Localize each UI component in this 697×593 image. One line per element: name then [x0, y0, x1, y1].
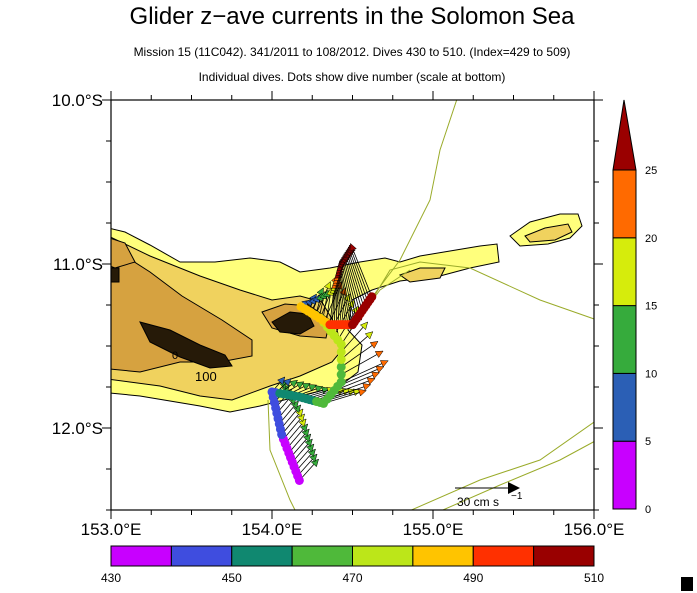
dive-colorbar-tick: 510 [584, 571, 604, 585]
depth-contour-label: 100 [195, 369, 217, 384]
current-vector-head [283, 378, 292, 387]
dive-colorbar-segment [170, 545, 233, 567]
current-vector-line [343, 253, 361, 314]
speed-colorbar-tick: 25 [645, 165, 657, 177]
dive-colorbar-tick: 430 [101, 571, 121, 585]
current-vector-head [362, 383, 372, 391]
current-vector-head [359, 321, 369, 331]
dive-colorbar-segment [472, 545, 535, 567]
x-tick-label: 154.0°E [242, 520, 303, 539]
current-vector-line [341, 360, 389, 383]
current-vector-head [374, 350, 384, 359]
current-vector-line [336, 276, 340, 325]
x-axis-labels: 153.0°E 154.0°E 155.0°E 156.0°E [81, 520, 625, 539]
dive-dot [367, 292, 377, 302]
bathymetry-shallow [111, 213, 583, 413]
speed-colorbar: 0 5 10 15 20 25 [612, 99, 657, 516]
current-vector-head [375, 365, 385, 374]
current-vector-line [341, 350, 384, 375]
dive-dot [336, 347, 346, 357]
speed-colorbar-segment [612, 237, 637, 307]
dive-dot [336, 362, 346, 372]
x-tick-label: 153.0°E [81, 520, 142, 539]
current-vector-head [295, 381, 305, 389]
dive-colorbar-segment [110, 545, 172, 567]
dive-colorbar-tick: 490 [463, 571, 483, 585]
axis-ticks [102, 91, 603, 519]
plot-subtitle: Mission 15 (11C042). 341/2011 to 108/201… [134, 45, 571, 59]
speed-colorbar-tick: 10 [645, 368, 657, 380]
plot-subtitle-2: Individual dives. Dots show dive number … [199, 70, 506, 84]
current-vector-line [339, 260, 353, 325]
current-vector-head [314, 385, 324, 393]
x-tick-label: 156.0°E [564, 520, 625, 539]
current-vector-head [371, 371, 380, 379]
reference-arrow-head-icon [508, 482, 520, 494]
current-vector-head [364, 331, 374, 340]
current-vector-line [342, 255, 359, 317]
current-vector-line [345, 250, 365, 309]
map-area: 100 0 30 cm s −1 [102, 91, 603, 519]
current-vector-line [350, 243, 373, 297]
current-vector-line [334, 281, 336, 325]
dive-dot [336, 354, 346, 364]
current-vector-head [358, 388, 367, 397]
y-axis-labels: 10.0°S 11.0°S 12.0°S [52, 91, 103, 438]
y-tick-label: 11.0°S [53, 255, 103, 274]
corner-marker [681, 577, 693, 591]
current-vector-head [379, 360, 389, 368]
dive-colorbar-tick: 450 [222, 571, 242, 585]
reference-vector: 30 cm s −1 [455, 482, 523, 509]
speed-colorbar-segment [612, 305, 637, 374]
speed-colorbar-tick: 20 [645, 233, 657, 245]
speed-colorbar-segment [612, 169, 637, 239]
current-vector-head [366, 377, 376, 385]
speed-colorbar-tick: 5 [645, 436, 651, 448]
y-tick-label: 10.0°S [52, 91, 103, 110]
dive-number-colorbar: 430 450 470 490 510 [101, 545, 604, 585]
x-tick-label: 155.0°E [403, 520, 464, 539]
dive-colorbar-segment [352, 545, 414, 567]
speed-colorbar-tick: 0 [645, 504, 651, 516]
colorbar-overflow-triangle [612, 99, 637, 171]
dive-dot [336, 377, 346, 387]
current-vector-line [341, 257, 357, 320]
dive-colorbar-segment [291, 545, 353, 567]
current-vector-head [323, 281, 332, 290]
dive-colorbar-segment [231, 545, 293, 567]
speed-colorbar-segment [612, 440, 637, 510]
speed-colorbar-tick: 15 [645, 301, 657, 313]
depth-contour-label-zero: 0 [172, 350, 178, 362]
current-vector-head [369, 341, 379, 349]
current-vector-head [289, 379, 298, 388]
current-vector-line [338, 265, 349, 325]
reference-vector-label: 30 cm s [457, 495, 499, 509]
speed-colorbar-segment [612, 372, 637, 442]
current-vector-line [341, 341, 379, 368]
dive-dots [267, 292, 377, 485]
current-vector-head [301, 383, 311, 391]
current-vector-line [344, 251, 363, 311]
current-vector-line [349, 245, 371, 300]
dive-colorbar-tick: 470 [342, 571, 362, 585]
current-vector-line [337, 268, 347, 325]
current-vector-line [337, 270, 344, 325]
reference-vector-exponent: −1 [511, 491, 523, 502]
current-vector-line [346, 248, 367, 306]
y-tick-label: 12.0°S [52, 419, 103, 438]
dive-colorbar-segment [412, 545, 474, 567]
dive-colorbar-segment [533, 545, 595, 567]
dive-dot [336, 370, 346, 380]
current-vector-head [349, 242, 357, 252]
current-vector-line [338, 263, 351, 325]
plot-title: Glider z−ave currents in the Solomon Sea [130, 3, 576, 30]
current-vector-head [308, 384, 318, 392]
current-vector-line [335, 278, 338, 325]
current-vector-line [340, 258, 355, 322]
current-vector-line [347, 246, 369, 303]
current-vector-line [336, 273, 342, 325]
